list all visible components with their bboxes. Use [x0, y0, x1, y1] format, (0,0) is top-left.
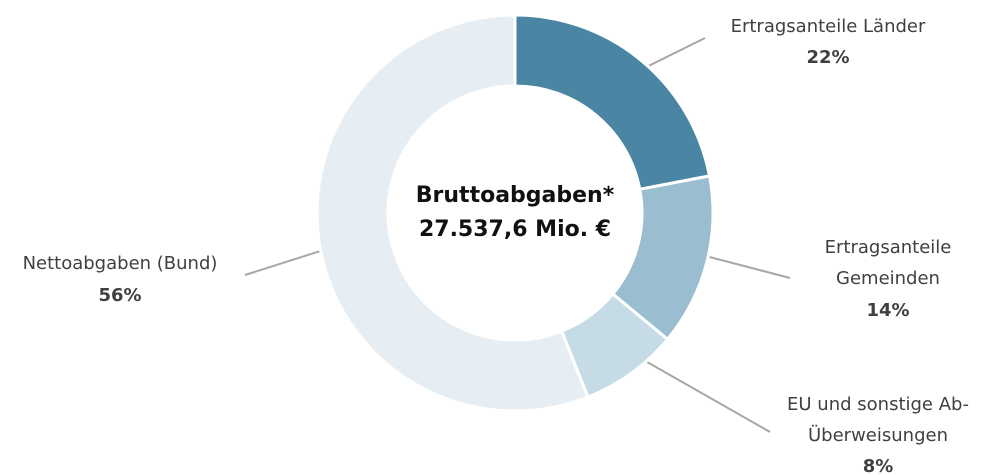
slice-label: Ertragsanteile Gemeinden [825, 237, 952, 289]
slice-percent: 14% [866, 300, 909, 321]
center-total: 27.537,6 Mio. € [419, 217, 611, 242]
slice-percent: 8% [863, 456, 894, 475]
donut-segment [610, 174, 715, 342]
donut-segment [315, 13, 590, 413]
center-title: Bruttoabgaben* [416, 183, 615, 208]
slice-label: Ertragsanteile Länder [731, 16, 926, 37]
donut-segment [559, 291, 670, 400]
slice-percent: 22% [806, 47, 849, 68]
donut-segment [513, 13, 712, 191]
slice-percent: 56% [98, 285, 141, 306]
slice-label: Nettoabgaben (Bund) [23, 253, 218, 274]
slice-label: EU und sonstige Ab-Überweisungen [787, 394, 969, 446]
